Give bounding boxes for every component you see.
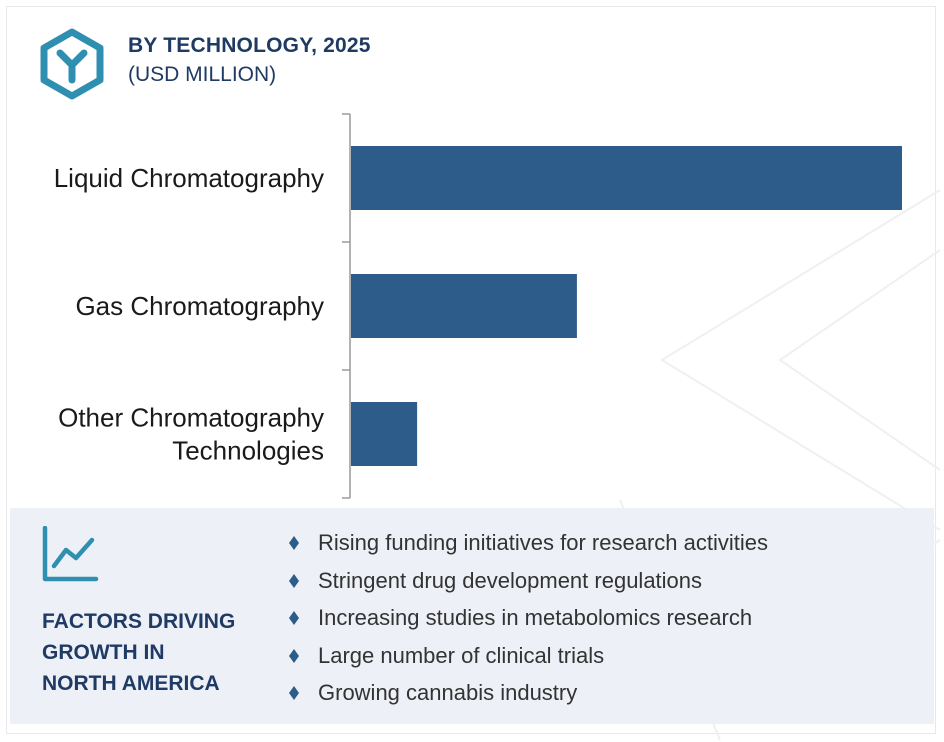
category-label: Technologies xyxy=(172,436,324,466)
trend-chart-icon xyxy=(42,526,99,582)
category-label: Gas Chromatography xyxy=(75,291,324,321)
bar xyxy=(351,274,577,338)
diamond-bullet-icon xyxy=(289,686,299,701)
factors-title: FACTORS DRIVING GROWTH IN NORTH AMERICA xyxy=(42,606,272,699)
list-item: Increasing studies in metabolomics resea… xyxy=(286,601,768,639)
factors-panel xyxy=(10,508,934,724)
factor-text: Growing cannabis industry xyxy=(318,680,578,706)
chart-subtitle: (USD MILLION) xyxy=(128,63,277,86)
list-item: Large number of clinical trials xyxy=(286,639,768,677)
list-item: Growing cannabis industry xyxy=(286,676,768,714)
bar xyxy=(351,402,418,466)
diamond-bullet-icon xyxy=(289,536,299,550)
diamond-bullet-icon xyxy=(289,648,299,663)
chart-title: BY TECHNOLOGY, 2025 xyxy=(128,34,371,57)
factor-text: Rising funding initiatives for research … xyxy=(318,530,768,555)
diamond-bullet-icon xyxy=(289,611,299,626)
list-item: Stringent drug development regulations xyxy=(286,564,768,602)
list-item: Rising funding initiatives for research … xyxy=(286,526,768,564)
factors-title-line: FACTORS DRIVING xyxy=(42,610,236,633)
diamond-bullet-icon xyxy=(289,573,299,588)
factor-text: Increasing studies in metabolomics resea… xyxy=(318,605,753,631)
factors-list: Rising funding initiatives for research … xyxy=(286,526,768,714)
factor-text: Large number of clinical trials xyxy=(318,642,605,668)
category-label: Liquid Chromatography xyxy=(54,163,324,193)
factors-title-line: GROWTH IN xyxy=(42,641,165,664)
bar-chart: Liquid Chromatography Gas Chromatography O… xyxy=(54,113,902,499)
factors-title-line: NORTH AMERICA xyxy=(42,672,220,695)
factor-text: Stringent drug development regulations xyxy=(318,567,703,593)
category-label: Other Chromatography xyxy=(58,403,324,433)
y-hexagon-icon xyxy=(40,28,104,100)
bar xyxy=(351,146,902,210)
